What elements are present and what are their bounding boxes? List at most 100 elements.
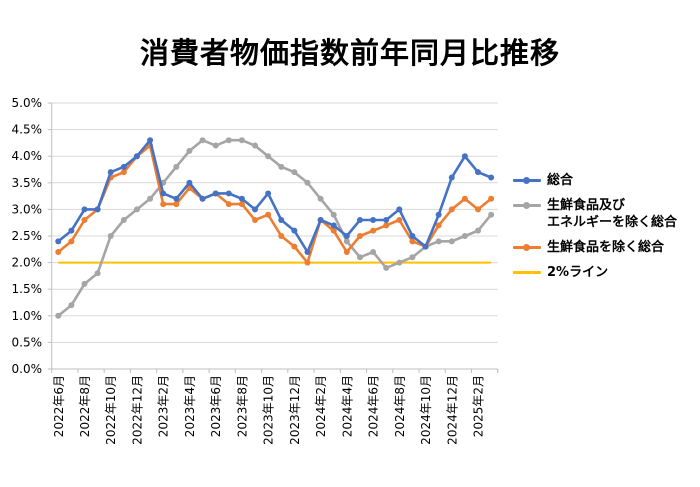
y-tick-label: 4.0% (12, 149, 43, 163)
y-tick-label: 0.0% (12, 362, 43, 376)
data-point-marker (435, 238, 442, 245)
series-line (57, 138, 492, 254)
chart-title: 消費者物価指数前年同月比推移 (139, 36, 560, 70)
y-tick-label: 2.0% (12, 256, 43, 270)
data-point-marker (173, 195, 180, 202)
data-point-marker (461, 153, 468, 160)
data-point-marker (147, 195, 154, 202)
y-tick-label: 0.5% (12, 335, 43, 349)
x-tick-label: 2024年12月 (445, 375, 459, 445)
data-point-marker (435, 222, 442, 229)
y-tick-label: 4.5% (12, 123, 43, 137)
data-point-marker (356, 217, 363, 224)
legend-item-overall: 総合 (513, 172, 698, 189)
data-point-marker (383, 264, 390, 271)
data-point-marker (396, 217, 403, 224)
data-point-marker (68, 302, 75, 309)
x-tick-label: 2024年4月 (340, 375, 354, 437)
data-point-marker (291, 243, 298, 250)
data-point-marker (304, 259, 311, 266)
data-point-marker (94, 270, 101, 277)
data-point-marker (252, 206, 259, 213)
data-point-marker (186, 179, 193, 186)
data-point-marker (291, 169, 298, 176)
y-tick-label: 5.0% (12, 96, 43, 110)
y-tick-label: 3.0% (12, 202, 43, 216)
x-axis: 2022年6月 2022年8月 2022年10月 2022年12月 2023年2月 202… (51, 368, 499, 445)
data-point-marker (81, 206, 88, 213)
data-point-marker (212, 190, 219, 197)
x-tick-label: 2024年6月 (367, 375, 381, 437)
series-line (57, 138, 493, 317)
data-point-marker (173, 201, 180, 208)
data-point-marker (68, 227, 75, 234)
data-point-marker (173, 163, 180, 170)
data-point-marker (225, 190, 232, 197)
y-tick-label: 1.5% (12, 282, 43, 296)
x-tick-label: 2023年6月 (209, 375, 223, 437)
legend: 総合 生鮮食品及び エネルギーを除く総合 生鮮食品を除く総合 2%ライン (513, 172, 698, 289)
data-point-marker (461, 195, 468, 202)
data-point-marker (238, 195, 245, 202)
data-point-marker (370, 227, 377, 234)
data-point-marker (435, 211, 442, 218)
x-tick-label: 2022年12月 (130, 375, 144, 445)
series-line (57, 144, 492, 264)
y-axis: 0.0% 0.5% 1.0% 1.5% 2.0% 2.5% 3.0% 3.5% 4.0% 4.5%… (12, 96, 53, 376)
data-point-marker (147, 137, 154, 144)
x-tick-label: 2023年8月 (235, 375, 249, 437)
legend-item-core: 生鮮食品を除く総合 (513, 239, 698, 256)
data-point-marker (409, 254, 416, 261)
data-point-marker (265, 211, 272, 218)
data-point-marker (356, 254, 363, 261)
data-point-marker (448, 174, 455, 181)
data-point-marker (343, 248, 350, 255)
x-tick-label: 2022年6月 (52, 375, 66, 437)
x-tick-label: 2023年10月 (262, 375, 276, 445)
y-tick-label: 3.5% (12, 176, 43, 190)
data-point-marker (199, 137, 206, 144)
series-0 (55, 137, 495, 255)
data-point-marker (160, 190, 167, 197)
x-tick-label: 2025年2月 (472, 375, 486, 437)
data-point-marker (330, 227, 337, 234)
data-point-marker (212, 142, 219, 149)
data-point-marker (68, 238, 75, 245)
data-point-marker (383, 217, 390, 224)
data-point-marker (370, 248, 377, 255)
data-point-marker (396, 206, 403, 213)
series-1 (55, 137, 495, 319)
y-tick-label: 2.5% (12, 229, 43, 243)
data-point-marker (383, 222, 390, 229)
data-point-marker (81, 217, 88, 224)
data-point-marker (461, 233, 468, 239)
data-point-marker (409, 233, 416, 239)
data-point-marker (238, 137, 245, 144)
data-point-marker (278, 233, 285, 239)
data-point-marker (396, 259, 403, 266)
x-tick-label: 2022年8月 (78, 375, 92, 437)
data-point-marker (343, 233, 350, 239)
x-tick-label: 2024年8月 (393, 375, 407, 437)
data-point-marker (422, 243, 429, 250)
data-point-marker (133, 206, 140, 213)
data-point-marker (199, 195, 206, 202)
data-point-marker (317, 195, 324, 202)
data-point-marker (55, 312, 62, 319)
data-point-marker (160, 201, 167, 208)
data-point-marker (94, 206, 101, 213)
data-point-marker (186, 147, 193, 154)
data-point-marker (120, 163, 127, 170)
data-point-marker (278, 217, 285, 224)
legend-item-core-core: 生鮮食品及び エネルギーを除く総合 (513, 197, 698, 231)
legend-label: 2%ライン (547, 265, 609, 280)
gridlines (51, 102, 498, 343)
legend-item-2pct-line: 2%ライン (513, 264, 698, 281)
data-point-marker (488, 195, 495, 202)
legend-label: 生鮮食品及び エネルギーを除く総合 (547, 198, 678, 230)
data-point-marker (238, 201, 245, 208)
data-point-marker (55, 238, 62, 245)
data-point-marker (370, 217, 377, 224)
